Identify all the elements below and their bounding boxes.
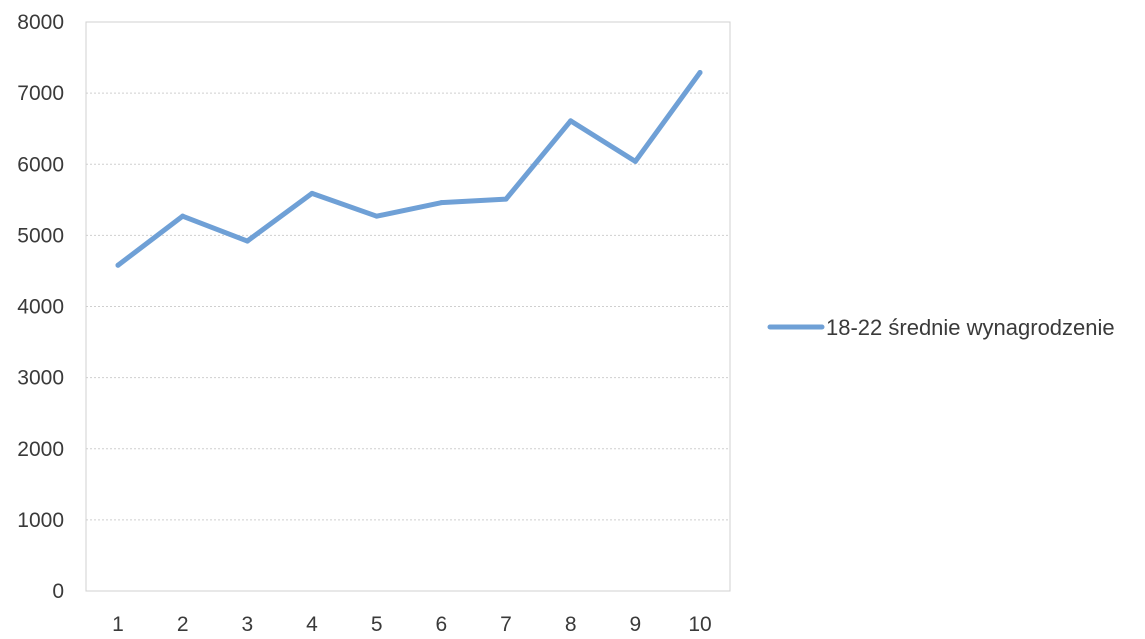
- y-tick-label: 5000: [17, 224, 64, 247]
- x-tick-label: 8: [565, 613, 577, 636]
- y-axis-tick-labels: 0 1000 2000 3000 4000 5000 6000 7000 8000: [17, 11, 64, 603]
- y-tick-label: 2000: [17, 438, 64, 461]
- x-tick-label: 1: [112, 613, 124, 636]
- legend-label: 18-22 średnie wynagrodzenie: [826, 315, 1115, 340]
- data-point: [697, 69, 703, 75]
- x-axis-tick-labels: 1 2 3 4 5 6 7 8 9 10: [112, 613, 712, 636]
- x-tick-label: 10: [688, 613, 711, 636]
- x-tick-label: 6: [435, 613, 447, 636]
- data-point: [374, 213, 380, 219]
- data-point: [438, 200, 444, 206]
- y-tick-label: 4000: [17, 296, 64, 319]
- data-point: [503, 196, 509, 202]
- y-tick-label: 6000: [17, 153, 64, 176]
- data-point: [115, 262, 121, 268]
- series-line: [115, 69, 703, 268]
- y-tick-label: 0: [52, 580, 64, 603]
- gridlines: [86, 92, 730, 521]
- legend: 18-22 średnie wynagrodzenie: [767, 315, 1115, 340]
- y-tick-label: 1000: [17, 509, 64, 532]
- series-lines: [115, 69, 703, 268]
- x-tick-label: 5: [371, 613, 383, 636]
- data-point: [309, 190, 315, 196]
- x-tick-label: 7: [500, 613, 512, 636]
- x-tick-label: 3: [241, 613, 253, 636]
- x-tick-label: 9: [629, 613, 641, 636]
- y-tick-label: 3000: [17, 367, 64, 390]
- y-tick-label: 8000: [17, 11, 64, 34]
- data-point: [568, 118, 574, 124]
- data-point: [244, 238, 250, 244]
- x-tick-label: 2: [177, 613, 189, 636]
- data-point: [632, 158, 638, 164]
- x-tick-label: 4: [306, 613, 318, 636]
- data-point: [180, 213, 186, 219]
- y-tick-label: 7000: [17, 82, 64, 105]
